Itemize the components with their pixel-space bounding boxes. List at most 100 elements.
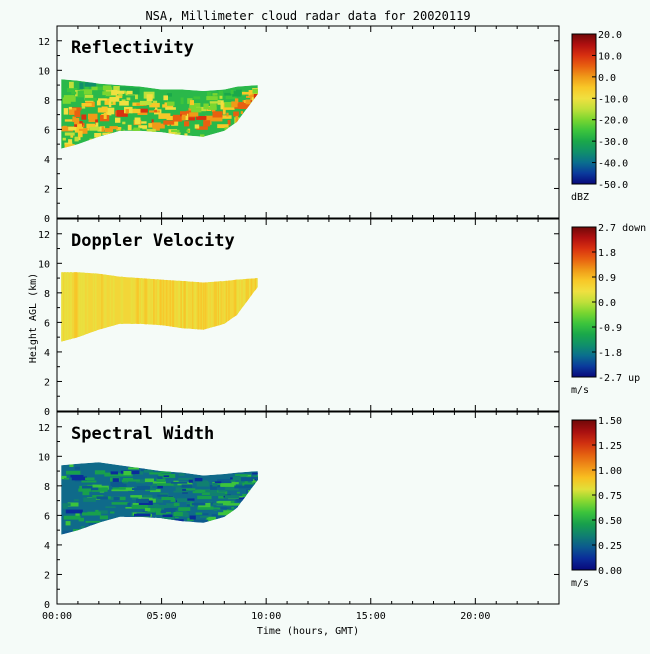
echo-cell bbox=[109, 96, 120, 102]
colorbar-tick-label: 10.0 bbox=[598, 51, 622, 62]
echo-cell bbox=[148, 485, 153, 489]
y-tick-label: 0 bbox=[44, 407, 50, 418]
echo-cell bbox=[191, 107, 202, 113]
echo-cell bbox=[180, 97, 184, 105]
echo-cell bbox=[157, 476, 163, 479]
echo-streak bbox=[153, 272, 155, 342]
echo-cell bbox=[82, 485, 99, 491]
echo-cell bbox=[219, 95, 223, 99]
echo-cell bbox=[62, 125, 67, 129]
echo-cell bbox=[145, 508, 162, 511]
x-tick-label: 20:00 bbox=[460, 611, 490, 622]
echo-cell bbox=[64, 132, 75, 136]
echo-cell bbox=[232, 91, 242, 97]
echo-cell bbox=[91, 487, 108, 492]
echo-streak bbox=[144, 272, 146, 342]
echo-cell bbox=[189, 103, 201, 109]
echo-cell bbox=[84, 97, 97, 101]
echo-cell bbox=[162, 514, 175, 519]
echo-cell bbox=[152, 122, 161, 128]
echo-cell bbox=[252, 472, 258, 475]
echo-streak bbox=[70, 272, 72, 342]
echo-cell bbox=[203, 120, 211, 127]
echo-cell bbox=[150, 489, 161, 493]
echo-streak bbox=[120, 272, 122, 342]
echo-cell bbox=[61, 475, 67, 480]
echo-cell bbox=[67, 88, 78, 93]
echo-cell bbox=[232, 476, 246, 481]
echo-streak bbox=[239, 272, 242, 342]
echo-streak bbox=[215, 272, 217, 342]
echo-cell bbox=[99, 515, 108, 520]
echo-cell bbox=[77, 90, 84, 98]
echo-cell bbox=[205, 489, 217, 493]
echo-cell bbox=[195, 489, 211, 493]
echo-cell bbox=[127, 124, 132, 131]
echo-cell bbox=[68, 108, 77, 115]
echo-cell bbox=[225, 93, 237, 100]
echo-cell bbox=[134, 117, 141, 125]
y-tick-label: 8 bbox=[44, 289, 50, 300]
echo-cell bbox=[112, 483, 127, 487]
echo-cell bbox=[214, 481, 222, 484]
echo-cell bbox=[250, 476, 258, 479]
echo-cell bbox=[187, 498, 195, 501]
echo-cell bbox=[67, 96, 76, 102]
colorbar-tick-label: -1.8 bbox=[598, 348, 622, 359]
echo-cell bbox=[69, 464, 74, 467]
echo-cell bbox=[218, 90, 223, 95]
echo-cell bbox=[184, 133, 188, 136]
y-tick-label: 4 bbox=[44, 155, 50, 166]
echo-cell bbox=[68, 139, 73, 143]
echo-cell bbox=[111, 489, 129, 492]
echo-streak bbox=[211, 272, 213, 342]
echo-cell bbox=[199, 515, 209, 518]
echo-cell bbox=[62, 505, 68, 509]
echo-cell bbox=[144, 507, 151, 512]
colorbar-tick-label: 0.50 bbox=[598, 516, 622, 527]
echo-cell bbox=[84, 85, 89, 90]
echo-cell bbox=[212, 482, 218, 487]
echo-cell bbox=[63, 515, 81, 520]
echo-cell bbox=[157, 483, 174, 486]
echo-cell bbox=[166, 512, 172, 514]
echo-cell bbox=[152, 100, 158, 104]
echo-cell bbox=[69, 81, 74, 89]
echo-cell bbox=[138, 125, 148, 129]
echo-cell bbox=[143, 469, 154, 473]
echo-streak bbox=[217, 272, 220, 342]
echo-cell bbox=[158, 113, 171, 119]
echo-cell bbox=[157, 485, 163, 489]
echo-cell bbox=[82, 490, 90, 496]
echo-cell bbox=[135, 93, 138, 100]
echo-streak bbox=[131, 272, 134, 342]
echo-field bbox=[61, 272, 258, 342]
echo-cell bbox=[62, 137, 66, 141]
echo-cell bbox=[205, 115, 216, 122]
echo-cell bbox=[102, 91, 112, 96]
echo-streak bbox=[172, 272, 174, 342]
echo-cell bbox=[226, 112, 229, 117]
echo-cell bbox=[105, 506, 116, 508]
echo-cell bbox=[230, 89, 234, 95]
colorbar-tick-label: 1.50 bbox=[598, 416, 622, 427]
y-tick-label: 8 bbox=[44, 96, 50, 107]
echo-cell bbox=[100, 126, 104, 132]
echo-cell bbox=[232, 481, 245, 485]
y-tick-label: 6 bbox=[44, 125, 50, 136]
y-tick-label: 10 bbox=[38, 259, 50, 270]
echo-cell bbox=[62, 97, 71, 104]
echo-cell bbox=[110, 471, 119, 475]
echo-cell bbox=[77, 130, 83, 138]
colorbar-tick-label: 2.7 down bbox=[598, 223, 646, 234]
echo-cell bbox=[81, 480, 97, 483]
echo-streak bbox=[213, 272, 216, 342]
echo-streak bbox=[104, 272, 106, 342]
echo-cell bbox=[241, 477, 254, 482]
echo-cell bbox=[136, 498, 149, 503]
echo-cell bbox=[160, 471, 172, 474]
echo-streak bbox=[82, 272, 84, 342]
echo-cell bbox=[71, 476, 87, 481]
echo-streak bbox=[151, 272, 153, 342]
echo-cell bbox=[96, 496, 108, 500]
